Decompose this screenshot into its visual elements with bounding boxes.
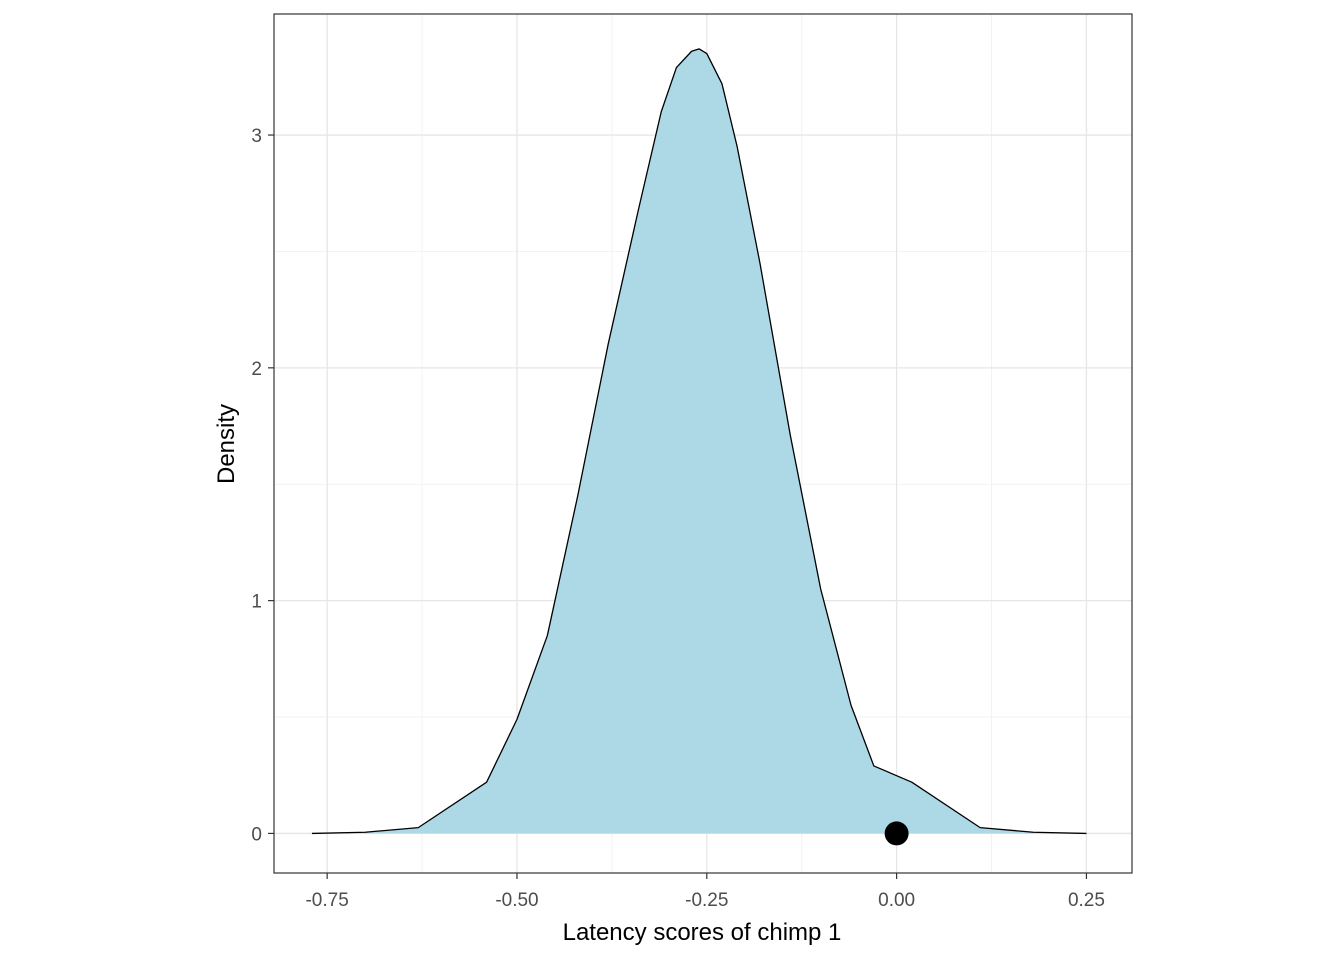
- density-line: [311, 48, 1087, 835]
- y-tick-label: 1: [251, 592, 262, 613]
- x-tick-label: -0.75: [305, 890, 348, 911]
- density-series: [311, 48, 1087, 835]
- y-axis-title: Density: [213, 404, 240, 484]
- density-area: [311, 48, 1087, 834]
- x-tick-label: -0.25: [685, 890, 728, 911]
- y-tick-label: 3: [251, 126, 262, 147]
- observed-point: [884, 821, 909, 846]
- y-tick-label: 0: [251, 824, 262, 845]
- points: [884, 821, 909, 846]
- y-axis: 0 1 2 3: [251, 126, 274, 845]
- x-tick-label: 0.00: [878, 890, 915, 911]
- x-axis: -0.75 -0.50 -0.25 0.00 0.25: [305, 873, 1105, 911]
- x-tick-label: 0.25: [1068, 890, 1105, 911]
- plot-panel-border: [273, 13, 1133, 874]
- x-tick-label: -0.50: [495, 890, 538, 911]
- y-tick-label: 2: [251, 359, 262, 380]
- x-axis-title: Latency scores of chimp 1: [563, 919, 842, 946]
